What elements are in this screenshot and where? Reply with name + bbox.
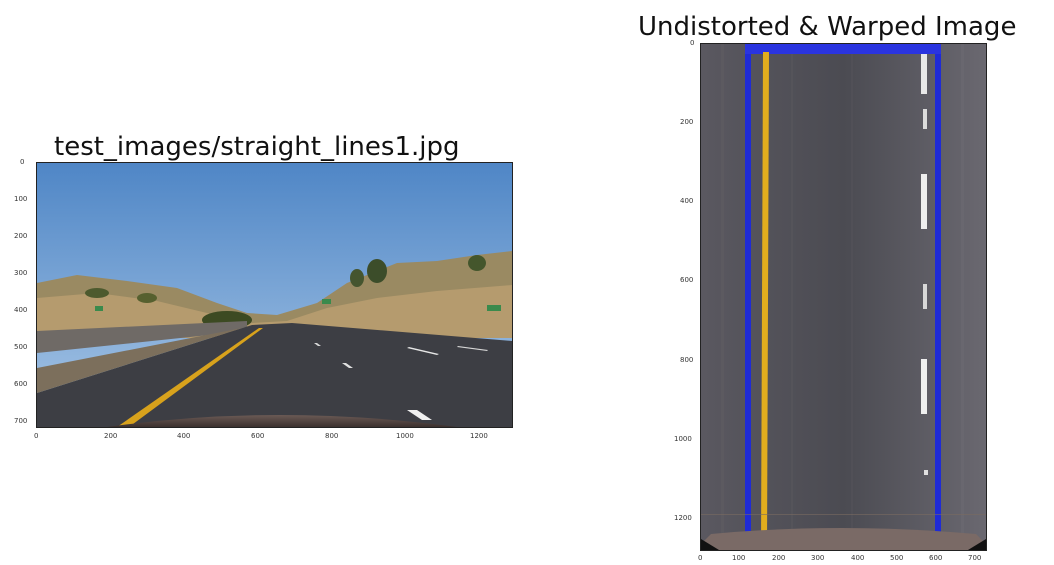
right-x-tick-label: 0 [698,554,703,562]
left-y-tick-label: 300 [14,269,28,277]
right-x-tick-label: 100 [732,554,746,562]
right-x-tick-label: 200 [772,554,786,562]
left-road-photo [36,162,513,428]
right-y-tick-label: 1200 [674,514,692,522]
right-y-tick-label: 200 [680,118,694,126]
right-x-tick-label: 700 [968,554,982,562]
left-x-tick-label: 600 [251,432,265,440]
left-x-tick-label: 1200 [470,432,488,440]
left-image-title: test_images/straight_lines1.jpg [54,132,460,162]
left-y-tick-label: 400 [14,306,28,314]
left-x-tick-label: 200 [104,432,118,440]
left-y-tick-label: 600 [14,380,28,388]
left-x-tick-label: 400 [177,432,191,440]
warped-lane-scene [701,44,986,550]
right-x-tick-label: 300 [811,554,825,562]
right-x-tick-label: 600 [929,554,943,562]
right-y-tick-label: 600 [680,276,694,284]
left-y-tick-label: 500 [14,343,28,351]
right-y-tick-label: 400 [680,197,694,205]
right-y-tick-label: 1000 [674,435,692,443]
right-image-title: Undistorted & Warped Image [638,12,1017,42]
right-y-tick-label: 800 [680,356,694,364]
left-y-tick-label: 100 [14,195,28,203]
right-x-tick-label: 400 [851,554,865,562]
left-y-tick-label: 200 [14,232,28,240]
right-x-tick-label: 500 [890,554,904,562]
right-y-tick-label: 0 [690,39,695,47]
left-y-tick-label: 700 [14,417,28,425]
left-y-tick-label: 0 [20,158,25,166]
left-x-tick-label: 1000 [396,432,414,440]
right-warped-photo [700,43,987,551]
road-scene [37,163,512,427]
left-x-tick-label: 800 [325,432,339,440]
left-x-tick-label: 0 [34,432,39,440]
